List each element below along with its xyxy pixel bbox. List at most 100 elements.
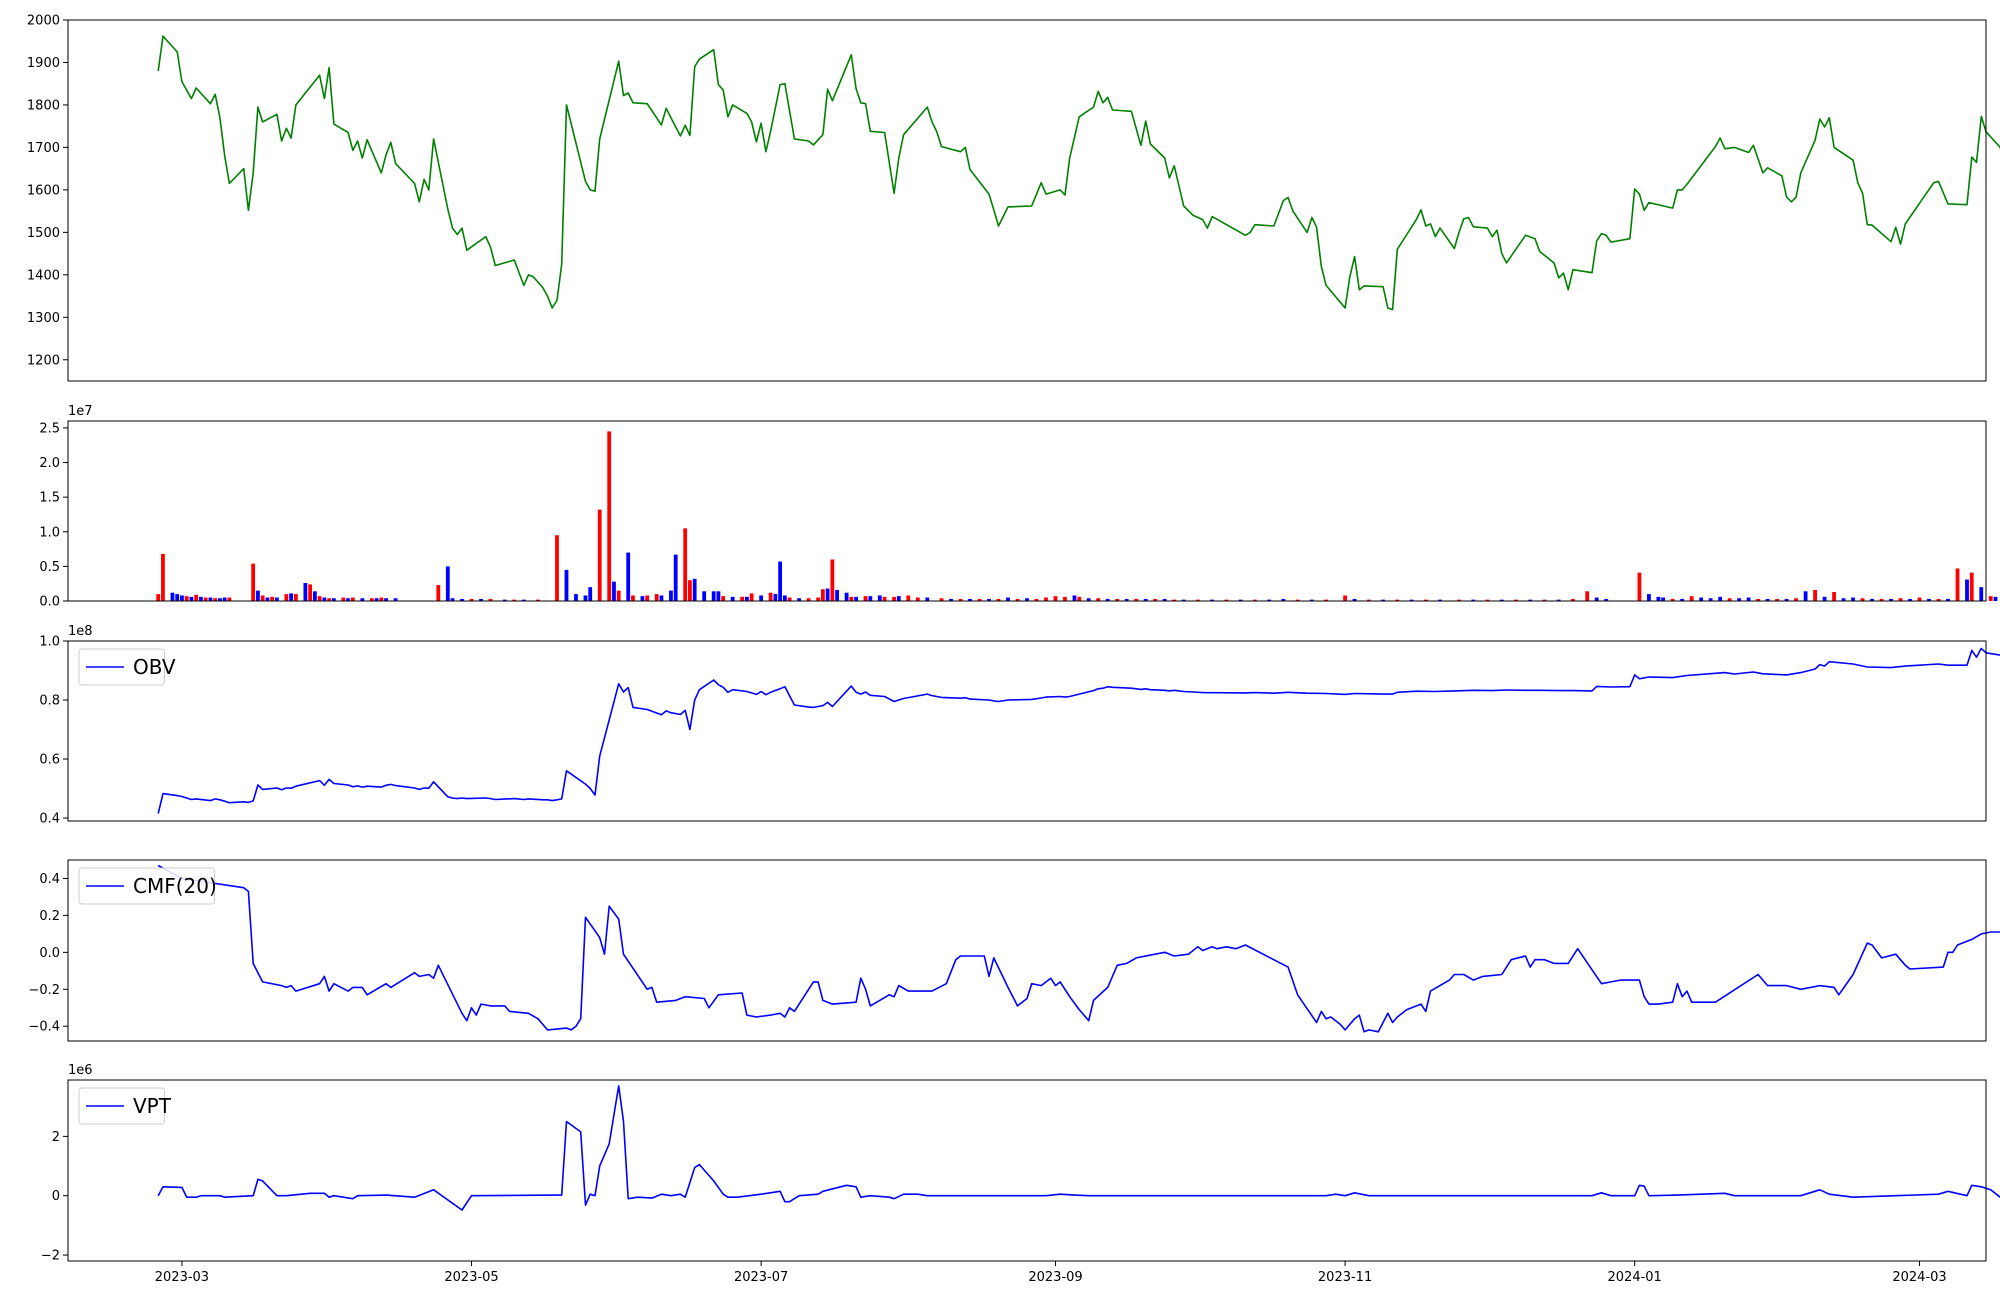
obv-line xyxy=(157,647,2000,814)
volume-bar xyxy=(854,596,858,601)
volume-bar xyxy=(692,578,697,601)
volume-bar xyxy=(1737,598,1742,601)
volume-bar xyxy=(1224,599,1229,601)
y-tick-label: 1600 xyxy=(27,183,60,198)
volume-bar xyxy=(1124,598,1129,601)
volume-bar xyxy=(683,528,688,601)
obv-panel: 0.4 0.6 0.8 1.0 1e8 OBV xyxy=(39,624,2000,827)
volume-bar xyxy=(1309,599,1314,601)
volume-bar xyxy=(1718,596,1723,601)
volume-bar xyxy=(1870,598,1874,601)
volume-bar xyxy=(227,597,232,601)
volume-bar xyxy=(1438,599,1442,601)
volume-bar xyxy=(384,598,388,601)
volume-bar xyxy=(1765,598,1770,601)
cmf-20--line xyxy=(157,864,2000,1033)
x-tick-label: 2023-09 xyxy=(1028,1270,1082,1285)
y-tick-label: −0.2 xyxy=(28,983,60,998)
volume-bar xyxy=(797,598,802,601)
volume-bar xyxy=(820,589,825,601)
x-tick-label: 2024-03 xyxy=(1892,1270,1946,1285)
volume-bar xyxy=(1841,598,1846,601)
volume-bar xyxy=(830,559,835,601)
volume-bar xyxy=(1025,598,1029,601)
volume-bar xyxy=(156,594,161,601)
volume-bar xyxy=(1063,596,1067,601)
legend-label: OBV xyxy=(133,655,176,679)
volume-bar xyxy=(350,597,355,601)
volume-bar xyxy=(536,599,540,601)
volume-bar xyxy=(1803,591,1808,601)
y-scale-label: 1e6 xyxy=(68,1063,93,1078)
volume-bar xyxy=(688,580,692,601)
volume-bar xyxy=(203,597,208,601)
y-tick-label: −0.4 xyxy=(28,1020,60,1035)
volume-bar xyxy=(1485,599,1490,601)
x-tick-label: 2023-03 xyxy=(155,1270,209,1285)
volume-bar xyxy=(1993,596,1998,601)
volume-bar xyxy=(450,598,455,601)
y-tick-label: 1.0 xyxy=(39,635,60,650)
volume-bar xyxy=(939,598,944,601)
axes-frame xyxy=(67,420,1987,602)
volume-bar xyxy=(1898,598,1903,601)
volume-bar xyxy=(996,598,1001,601)
volume-bar xyxy=(626,552,631,601)
volume-bar xyxy=(588,587,593,601)
volume-bar xyxy=(1936,598,1941,601)
volume-bar xyxy=(369,598,374,601)
y-tick-label: 0.4 xyxy=(39,812,60,827)
volume-bar xyxy=(312,591,317,601)
volume-bar xyxy=(1594,597,1599,601)
y-tick-label: 2.5 xyxy=(39,421,60,436)
volume-bar xyxy=(1775,598,1780,601)
volume-bar xyxy=(308,584,313,601)
volume-bar xyxy=(175,594,180,601)
volume-bar xyxy=(180,595,184,601)
volume-bar xyxy=(915,597,920,601)
volume-bar xyxy=(673,554,678,601)
volume-bar xyxy=(460,598,464,601)
volume-bar xyxy=(1542,599,1547,601)
x-tick-label: 2023-05 xyxy=(444,1270,498,1285)
cmf-panel: −0.4 −0.2 0.0 0.2 0.4 CMF(20) xyxy=(28,859,2000,1042)
volume-bar xyxy=(1034,598,1039,601)
volume-bar xyxy=(868,596,873,601)
volume-bar xyxy=(184,596,189,601)
volume-bar xyxy=(773,594,778,601)
volume-bar xyxy=(393,598,398,601)
volume-bar xyxy=(782,595,787,601)
volume-bar xyxy=(1908,598,1912,601)
volume-bar xyxy=(958,598,963,601)
volume-bar xyxy=(1955,568,1960,601)
volume-bar xyxy=(645,595,650,601)
volume-bar xyxy=(925,597,930,601)
volume-bar xyxy=(892,596,896,601)
vpt-line xyxy=(157,1085,2000,1211)
volume-bar xyxy=(284,594,289,601)
volume-bar xyxy=(740,596,745,601)
volume-bar xyxy=(616,590,621,601)
price-line xyxy=(157,35,2000,311)
y-scale-label: 1e7 xyxy=(68,404,93,419)
volume-bar xyxy=(1172,599,1177,601)
volume-bar xyxy=(1143,598,1148,601)
volume-bar xyxy=(170,592,175,601)
volume-bar xyxy=(1680,598,1685,601)
volume-bar xyxy=(721,596,726,601)
volume-bar xyxy=(331,598,336,601)
volume-bar xyxy=(161,553,165,601)
volume-bar xyxy=(1822,596,1827,601)
y-tick-label: 2000 xyxy=(27,14,60,29)
volume-bar xyxy=(1851,597,1855,601)
volume-bar xyxy=(702,591,707,601)
volume-bar xyxy=(218,598,222,601)
volume-bar xyxy=(1252,599,1257,601)
y-tick-label: 0.8 xyxy=(39,694,60,709)
volume-bar xyxy=(1381,599,1385,601)
volume-bar xyxy=(317,596,322,601)
y-tick-label: 2 xyxy=(52,1130,60,1145)
volume-bar xyxy=(1352,598,1357,601)
